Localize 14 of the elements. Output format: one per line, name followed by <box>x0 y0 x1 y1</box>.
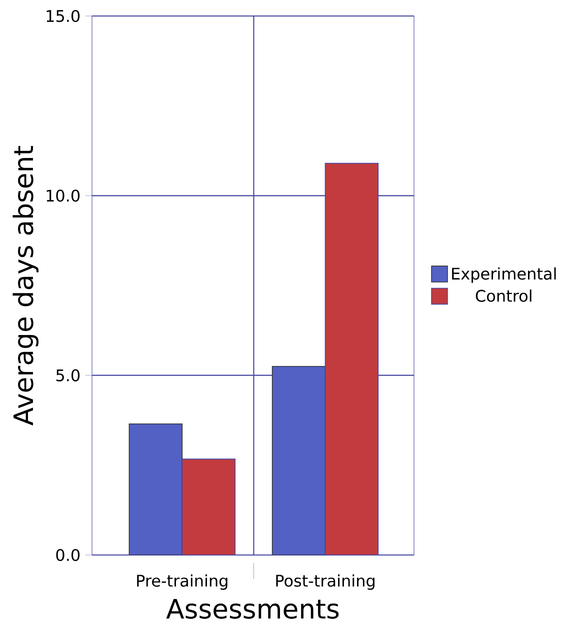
bar <box>182 458 236 555</box>
bar <box>272 366 326 555</box>
legend-label: Experimental <box>452 267 556 283</box>
bar <box>324 162 379 555</box>
y-tick-label: 5.0 <box>56 369 80 382</box>
legend-label: Control <box>476 290 532 302</box>
y-tick-label: 0.0 <box>56 548 80 562</box>
x-tick-label: Post-training <box>276 574 374 590</box>
bar <box>128 423 183 555</box>
y-axis-title: Average days absent <box>12 146 39 426</box>
x-tick-label: Pre-training <box>137 574 228 590</box>
x-axis-title: Assessments <box>166 599 339 619</box>
y-tick-label: 15.0 <box>46 10 80 22</box>
y-tick-label: 10.0 <box>46 190 80 202</box>
